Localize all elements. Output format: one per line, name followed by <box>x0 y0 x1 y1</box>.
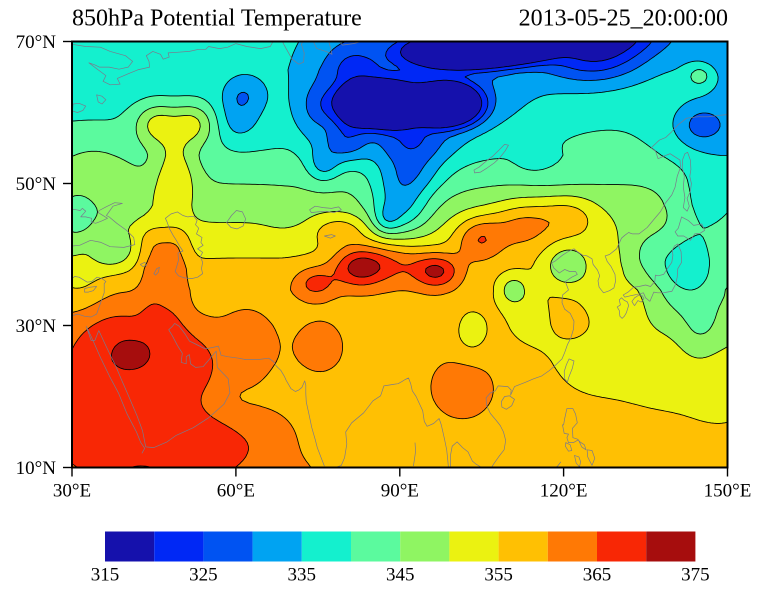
svg-text:335: 335 <box>288 565 317 586</box>
svg-text:850hPa Potential Temperature: 850hPa Potential Temperature <box>72 6 362 32</box>
svg-text:2013-05-25_20:00:00: 2013-05-25_20:00:00 <box>519 6 728 32</box>
svg-text:90°E: 90°E <box>381 481 419 502</box>
svg-text:325: 325 <box>189 565 218 586</box>
svg-text:345: 345 <box>386 565 415 586</box>
svg-text:120°E: 120°E <box>540 481 588 502</box>
svg-text:60°E: 60°E <box>217 481 255 502</box>
svg-text:50°N: 50°N <box>16 174 57 195</box>
svg-text:70°N: 70°N <box>16 32 57 53</box>
svg-text:315: 315 <box>91 565 120 586</box>
svg-text:30°E: 30°E <box>53 481 91 502</box>
svg-text:365: 365 <box>583 565 612 586</box>
svg-text:355: 355 <box>484 565 513 586</box>
svg-text:150°E: 150°E <box>704 481 752 502</box>
svg-text:30°N: 30°N <box>16 316 57 337</box>
svg-text:10°N: 10°N <box>16 458 57 479</box>
svg-text:375: 375 <box>681 565 710 586</box>
